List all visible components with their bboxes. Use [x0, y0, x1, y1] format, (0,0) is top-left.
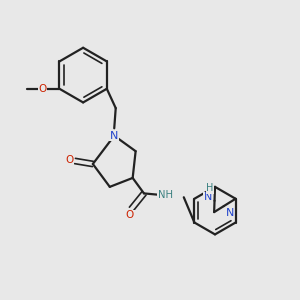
Text: NH: NH — [158, 190, 173, 200]
Text: H: H — [206, 183, 214, 193]
Text: O: O — [126, 210, 134, 220]
Text: N: N — [226, 208, 234, 218]
Text: N: N — [110, 131, 118, 141]
Text: N: N — [204, 192, 212, 202]
Text: O: O — [65, 155, 74, 165]
Text: O: O — [38, 84, 46, 94]
